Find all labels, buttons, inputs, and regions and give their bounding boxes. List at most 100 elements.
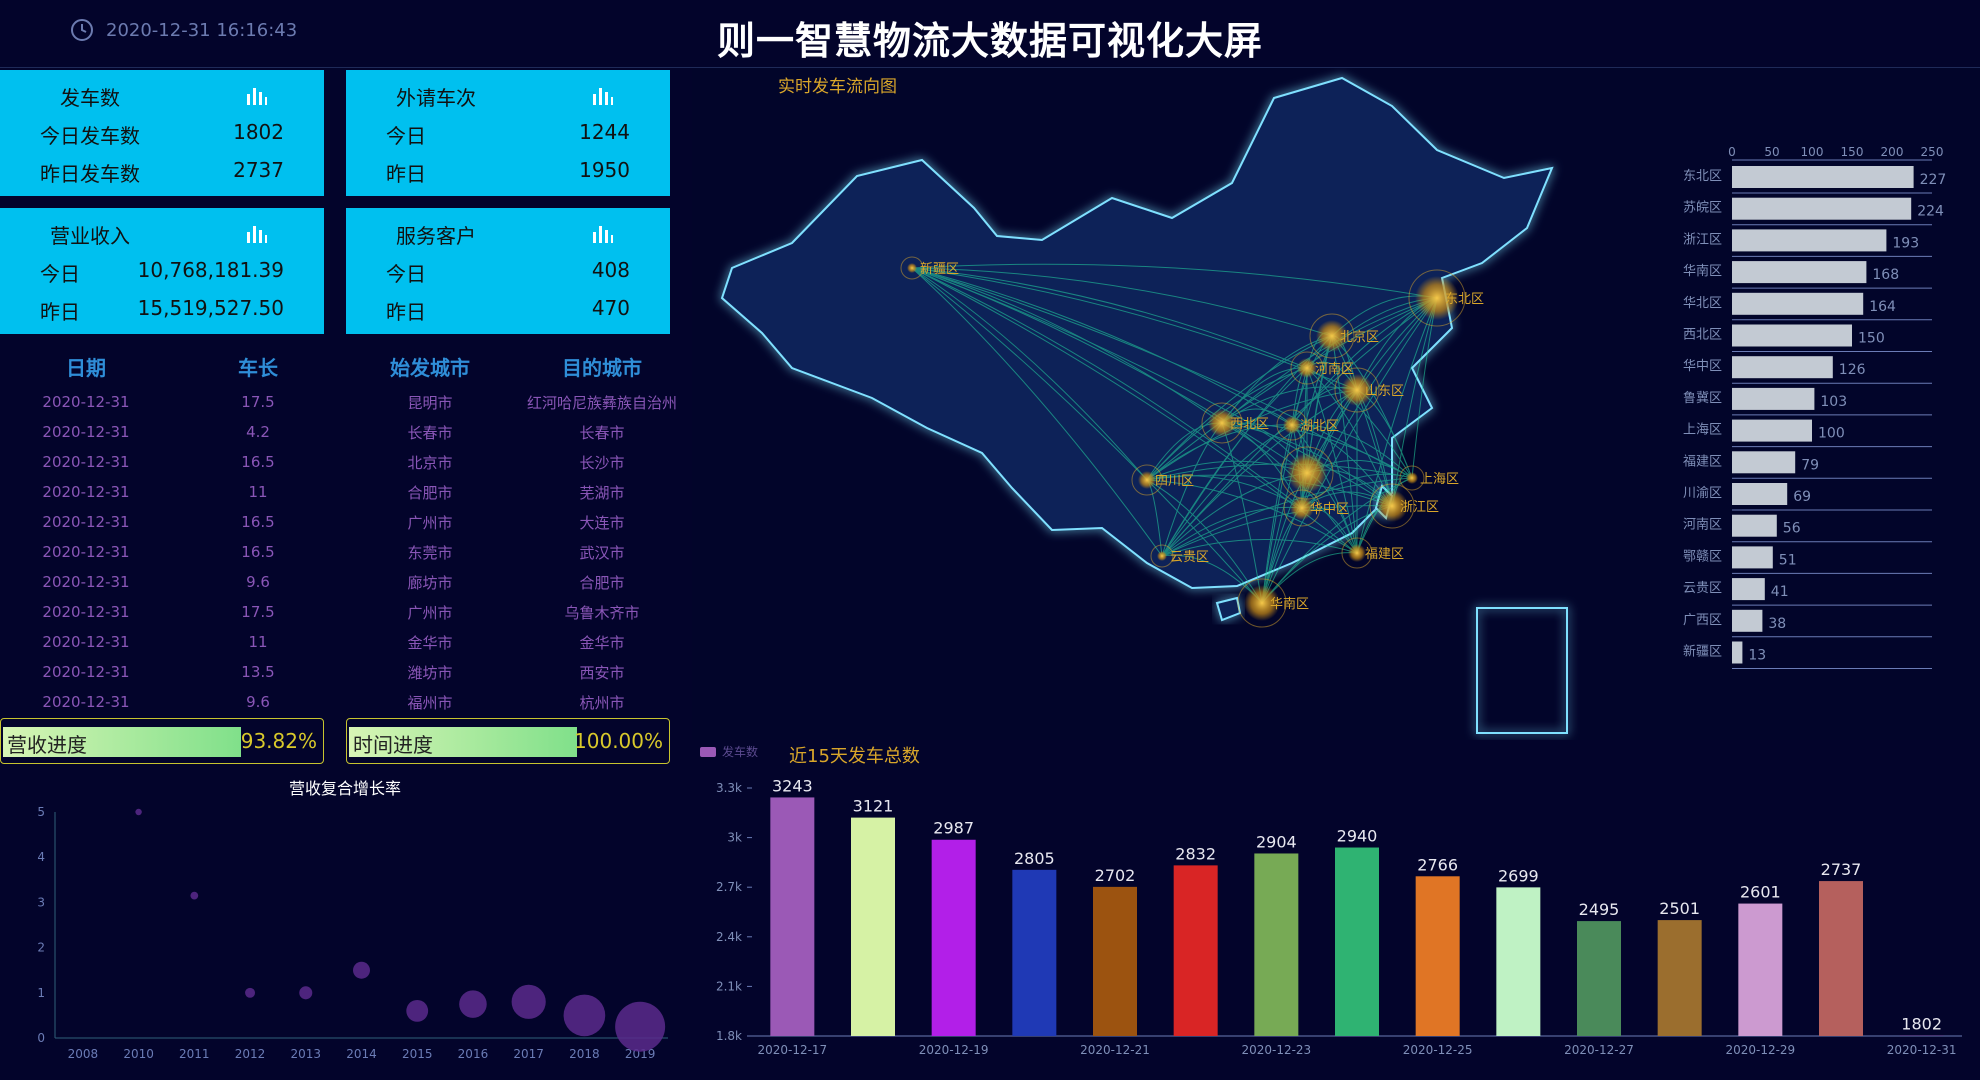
table-cell: 17.5 <box>241 603 275 621</box>
table-row[interactable]: 2020-12-31 16.5 东莞市 武汉市 <box>0 537 690 567</box>
bar <box>1732 578 1765 601</box>
x-tick-label: 200 <box>1881 145 1904 159</box>
bar <box>1173 865 1218 1036</box>
flow-line <box>1331 335 1358 554</box>
region-node <box>1283 416 1301 434</box>
table-cell: 2020-12-31 <box>42 603 130 621</box>
region-node <box>1208 409 1236 437</box>
table-cell: 合肥市 <box>579 573 625 592</box>
dispatch-table[interactable]: 日期 车长 始发城市 目的城市 2020-12-31 17.5 昆明市 红河哈尼族彝族… <box>0 345 690 715</box>
kpi-value: 470 <box>591 296 630 320</box>
datetime: 2020-12-31 16:16:43 <box>106 19 298 41</box>
bar <box>1093 886 1137 1036</box>
progress-percent: 93.82% <box>240 729 317 753</box>
table-row[interactable]: 2020-12-31 11 合肥市 芜湖市 <box>0 477 690 507</box>
flow-line <box>1146 389 1358 481</box>
flow-line <box>911 267 1263 604</box>
y-tick-label: 3k <box>727 831 742 845</box>
kpi-label: 昨日 <box>386 300 426 324</box>
progress-label: 营收进度 <box>7 733 87 757</box>
bar <box>851 817 895 1036</box>
flow-line <box>1146 424 1293 481</box>
region-node-ring <box>1341 537 1373 569</box>
region-label: 华南区 <box>1270 596 1309 612</box>
bar <box>1732 419 1812 442</box>
scatter-point <box>459 990 487 1018</box>
kpi-card-departures: 发车数 今日发车数 1802 昨日发车数 2737 <box>0 70 324 196</box>
y-tick-label: 2.7k <box>716 880 742 894</box>
table-row[interactable]: 2020-12-31 9.6 廊坊市 合肥市 <box>0 567 690 597</box>
bar <box>1732 514 1777 537</box>
table-cell: 17.5 <box>241 393 275 411</box>
table-cell: 北京市 <box>407 453 453 472</box>
table-row[interactable]: 2020-12-31 9.6 福州市 杭州市 <box>0 687 690 715</box>
region-label: 河南区 <box>1315 361 1354 377</box>
data-label: 2495 <box>1579 900 1620 919</box>
region-node <box>1406 472 1418 484</box>
table-row[interactable]: 2020-12-31 17.5 广州市 乌鲁木齐市 <box>0 597 690 627</box>
flow-line <box>1261 367 1308 604</box>
bar <box>1732 261 1867 284</box>
flow-line <box>911 267 1413 479</box>
flow-line <box>911 267 1358 391</box>
region-node-ring <box>1150 544 1174 568</box>
flow-line <box>1306 367 1393 507</box>
x-tick-label: 100 <box>1801 145 1824 159</box>
flow-line <box>911 267 1223 424</box>
data-label: 3243 <box>772 776 813 795</box>
category-label: 苏皖区 <box>1683 200 1722 216</box>
table-cell: 金华市 <box>407 633 453 652</box>
kpi-label: 今日 <box>40 262 80 286</box>
region-label: 四川区 <box>1155 474 1194 489</box>
flow-line <box>1146 475 1303 509</box>
data-label: 2805 <box>1014 849 1055 868</box>
kpi-value: 2737 <box>233 158 284 182</box>
bar <box>1732 483 1788 505</box>
column-header: 始发城市 <box>390 355 470 380</box>
region-node <box>1341 374 1373 406</box>
table-row[interactable]: 2020-12-31 4.2 长春市 长春市 <box>0 417 690 447</box>
bar <box>1732 166 1914 188</box>
region-node <box>907 263 917 273</box>
table-cell: 13.5 <box>241 663 275 681</box>
region-label: 云贵区 <box>1170 550 1209 565</box>
table-row[interactable]: 2020-12-31 16.5 广州市 大连市 <box>0 507 690 537</box>
table-cell: 2020-12-31 <box>42 663 130 681</box>
bar <box>1819 881 1863 1036</box>
category-label: 福建区 <box>1683 454 1722 469</box>
flow-line <box>1161 538 1358 557</box>
bar <box>1012 869 1057 1036</box>
table-row[interactable]: 2020-12-31 11 金华市 金华市 <box>0 627 690 657</box>
table-row[interactable]: 2020-12-31 16.5 北京市 长沙市 <box>0 447 690 477</box>
bar-chart-icon <box>593 88 613 105</box>
table-cell: 乌鲁木齐市 <box>564 603 640 622</box>
kpi-value: 1950 <box>579 158 630 182</box>
x-tick-label: 2020-12-27 <box>1564 1043 1634 1057</box>
bar <box>1732 229 1887 252</box>
table-cell: 2020-12-31 <box>42 423 130 441</box>
data-label: 2699 <box>1498 866 1539 885</box>
kpi-label: 昨日 <box>40 300 80 324</box>
bar <box>1254 853 1299 1036</box>
flow-line <box>1146 335 1333 481</box>
scatter-point <box>190 891 199 900</box>
table-row[interactable]: 2020-12-31 17.5 昆明市 红河哈尼族彝族自治州 <box>0 387 690 417</box>
table-cell: 芜湖市 <box>579 483 625 502</box>
y-tick-label: 3 <box>37 895 45 909</box>
chart-title: 近15天发车总数 <box>789 746 920 767</box>
table-cell: 2020-12-31 <box>42 453 130 471</box>
data-label: 150 <box>1858 331 1885 347</box>
kpi-title: 外请车次 <box>396 86 476 110</box>
bar <box>1732 641 1743 664</box>
x-tick-label: 2014 <box>346 1047 377 1061</box>
kpi-card-external-trips: 外请车次 今日 1244 昨日 1950 <box>346 70 670 196</box>
region-label: 上海区 <box>1420 472 1459 487</box>
kpi-value: 1802 <box>233 120 284 144</box>
data-label: 100 <box>1818 426 1845 442</box>
bar-chart-icon <box>593 226 613 243</box>
table-row[interactable]: 2020-12-31 13.5 潍坊市 西安市 <box>0 657 690 687</box>
flow-line <box>911 263 1438 299</box>
x-tick-label: 2013 <box>290 1047 321 1061</box>
table-cell: 广州市 <box>407 603 453 622</box>
